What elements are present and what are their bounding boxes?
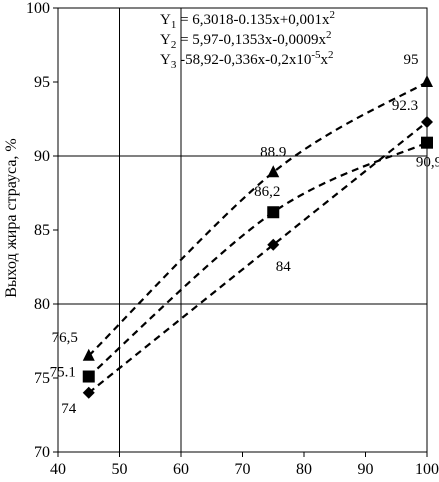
data-markers — [82, 75, 433, 399]
equation-2: Y2 = 5,97-0,1353x-0,0009x2 — [160, 29, 332, 51]
y-tick-label-85: 85 — [34, 222, 50, 239]
diamond-label-0: 74 — [61, 401, 77, 417]
x-tick-label-90: 90 — [358, 461, 374, 478]
square-point-1 — [267, 206, 280, 219]
x-tick-label-50: 50 — [112, 461, 128, 478]
trend-line-triangle — [87, 81, 428, 357]
square-point-2 — [421, 136, 433, 149]
diamond-point-0 — [82, 386, 95, 399]
triangle-label-1: 88.9 — [260, 144, 286, 160]
y-tick-label-70: 70 — [34, 444, 50, 461]
y-tick-label-100: 100 — [26, 0, 50, 17]
triangle-label-0: 76,5 — [52, 330, 78, 346]
square-label-2: 90,9 — [416, 155, 439, 171]
x-tick-label-100: 100 — [415, 461, 439, 478]
equation-3: Y3 -58,92-0,336x-0,2x10-5x2 — [160, 49, 334, 71]
trend-line-square — [88, 141, 428, 378]
y-tick-label-90: 90 — [34, 148, 50, 165]
triangle-point-0 — [82, 348, 95, 361]
y-tick-label-75: 75 — [34, 370, 50, 387]
square-label-1: 86,2 — [254, 184, 280, 200]
triangle-point-2 — [421, 75, 433, 87]
triangle-label-2: 95 — [404, 52, 419, 68]
x-tick-label-60: 60 — [173, 461, 189, 478]
x-tick-label-70: 70 — [235, 461, 251, 478]
trend-line-diamond — [88, 121, 428, 394]
diamond-label-1: 84 — [276, 259, 292, 275]
plot-frame — [57, 7, 428, 453]
square-label-0: 75.1 — [50, 365, 76, 381]
tick-labels: 40 50 60 70 80 90 100 70 75 80 85 90 95 100 — [26, 0, 439, 478]
data-labels: 76,5 88.9 95 75.1 86,2 90,9 74 84 92.3 — [50, 52, 439, 417]
y-axis-title: Выход жира страуса, % — [3, 138, 20, 298]
y-tick-label-80: 80 — [34, 296, 50, 313]
diamond-point-1 — [267, 238, 280, 251]
diamond-point-2 — [421, 115, 433, 128]
x-tick-label-40: 40 — [50, 461, 66, 478]
equation-1: Y1 = 6,3018-0.135x+0,001x2 — [160, 9, 335, 31]
diamond-label-2: 92.3 — [392, 98, 418, 114]
triangle-point-1 — [267, 165, 280, 178]
x-tick-label-80: 80 — [296, 461, 312, 478]
grid — [58, 7, 427, 452]
trend-lines — [87, 81, 428, 394]
square-point-0 — [82, 370, 95, 383]
y-tick-label-95: 95 — [34, 74, 50, 91]
axes — [53, 7, 428, 457]
